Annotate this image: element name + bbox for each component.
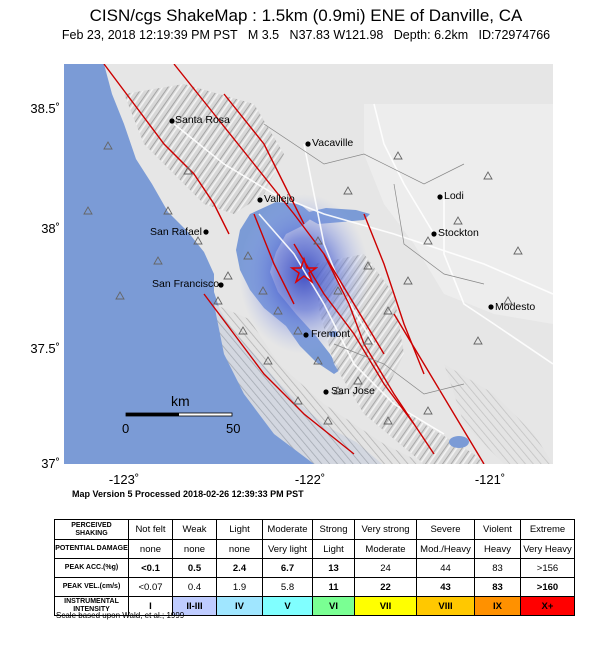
lon-label-122: -122˚	[294, 472, 326, 487]
vel-cell: 43	[416, 577, 475, 597]
damage-cell: Mod./Heavy	[416, 539, 475, 559]
intensity-cell: V	[262, 596, 313, 616]
acc-cell: 24	[354, 558, 417, 578]
star-icon	[289, 256, 319, 285]
shaking-cell: Severe	[416, 519, 475, 540]
acc-cell: 83	[474, 558, 521, 578]
damage-cell: none	[172, 539, 217, 559]
row-header-vel: PEAK VEL.(cm/s)	[54, 577, 129, 597]
intensity-cell: VII	[354, 596, 417, 616]
row-header-shaking: PERCEIVED SHAKING	[54, 519, 129, 540]
event-details: Feb 23, 2018 12:19:39 PM PST M 3.5 N37.8…	[61, 28, 551, 42]
acc-cell: 2.4	[216, 558, 263, 578]
intensity-cell: II-III	[172, 596, 217, 616]
damage-cell: none	[216, 539, 263, 559]
acc-cell: <0.1	[128, 558, 173, 578]
intensity-cell: IV	[216, 596, 263, 616]
vel-cell: <0.07	[128, 577, 173, 597]
shaking-cell: Extreme	[520, 519, 575, 540]
intensity-legend: PERCEIVED SHAKING Not felt Weak Light Mo…	[54, 519, 575, 616]
damage-cell: Heavy	[474, 539, 521, 559]
shaking-cell: Light	[216, 519, 263, 540]
acc-cell: >156	[520, 558, 575, 578]
acc-cell: 44	[416, 558, 475, 578]
acc-cell: 13	[312, 558, 355, 578]
intensity-cell: IX	[474, 596, 521, 616]
intensity-cell: VI	[312, 596, 355, 616]
row-header-damage: POTENTIAL DAMAGE	[54, 539, 129, 559]
lon-label-123: -123˚	[108, 472, 140, 487]
city-label-stockton: Stockton	[438, 227, 479, 239]
vel-cell: 1.9	[216, 577, 263, 597]
city-label-san-rafael: San Rafael	[150, 226, 202, 238]
vel-cell: 0.4	[172, 577, 217, 597]
scale-start: 0	[122, 421, 130, 436]
vel-cell: 22	[354, 577, 417, 597]
vel-cell: 11	[312, 577, 355, 597]
station-markers	[83, 141, 523, 425]
city-label-lodi: Lodi	[444, 190, 464, 202]
shakemap	[64, 64, 553, 464]
damage-cell: none	[128, 539, 173, 559]
damage-cell: Moderate	[354, 539, 417, 559]
damage-cell: Very light	[262, 539, 313, 559]
intensity-cell: I	[128, 596, 173, 616]
ocean	[64, 64, 382, 464]
map-title: CISN/cgs ShakeMap : 1.5km (0.9mi) ENE of…	[89, 6, 523, 25]
shaking-cell: Moderate	[262, 519, 313, 540]
shaking-cell: Not felt	[128, 519, 173, 540]
city-label-san-francisco: San Francisco	[152, 278, 220, 290]
scale-unit: km	[171, 393, 190, 409]
lat-label-38: 38˚	[41, 221, 60, 236]
shaking-area	[239, 194, 369, 354]
city-label-vacaville: Vacaville	[312, 137, 354, 149]
lat-label-37-5: 37.5˚	[30, 341, 60, 356]
acc-cell: 6.7	[262, 558, 313, 578]
vel-cell: 5.8	[262, 577, 313, 597]
intensity-cell: VIII	[416, 596, 475, 616]
shaking-cell: Weak	[172, 519, 217, 540]
acc-cell: 0.5	[172, 558, 217, 578]
scale-end: 50	[226, 421, 241, 436]
row-header-intensity: INSTRUMENTAL INTENSITY	[54, 596, 129, 616]
lat-label-38-5: 38.5˚	[30, 101, 60, 116]
city-label-vallejo: Vallejo	[264, 193, 295, 205]
row-header-acc: PEAK ACC.(%g)	[54, 558, 129, 578]
vel-cell: 83	[474, 577, 521, 597]
shaking-cell: Violent	[474, 519, 521, 540]
city-label-santa-rosa: Santa Rosa	[175, 114, 230, 126]
damage-cell: Very Heavy	[520, 539, 575, 559]
city-label-fremont: Fremont	[311, 328, 351, 340]
lon-label-121: -121˚	[474, 472, 506, 487]
scale-bar	[125, 412, 233, 417]
damage-cell: Light	[312, 539, 355, 559]
scale-note: Scale based upon Wald, et al.; 1999	[56, 611, 185, 620]
shaking-cell: Very strong	[354, 519, 417, 540]
version-text: Map Version 5 Processed 2018-02-26 12:39…	[72, 489, 304, 499]
intensity-cell: X+	[520, 596, 575, 616]
city-label-san-jose: San Jose	[331, 385, 375, 397]
shaking-cell: Strong	[312, 519, 355, 540]
city-label-modesto: Modesto	[495, 301, 536, 313]
lat-label-37: 37˚	[41, 456, 60, 471]
vel-cell: >160	[520, 577, 575, 597]
